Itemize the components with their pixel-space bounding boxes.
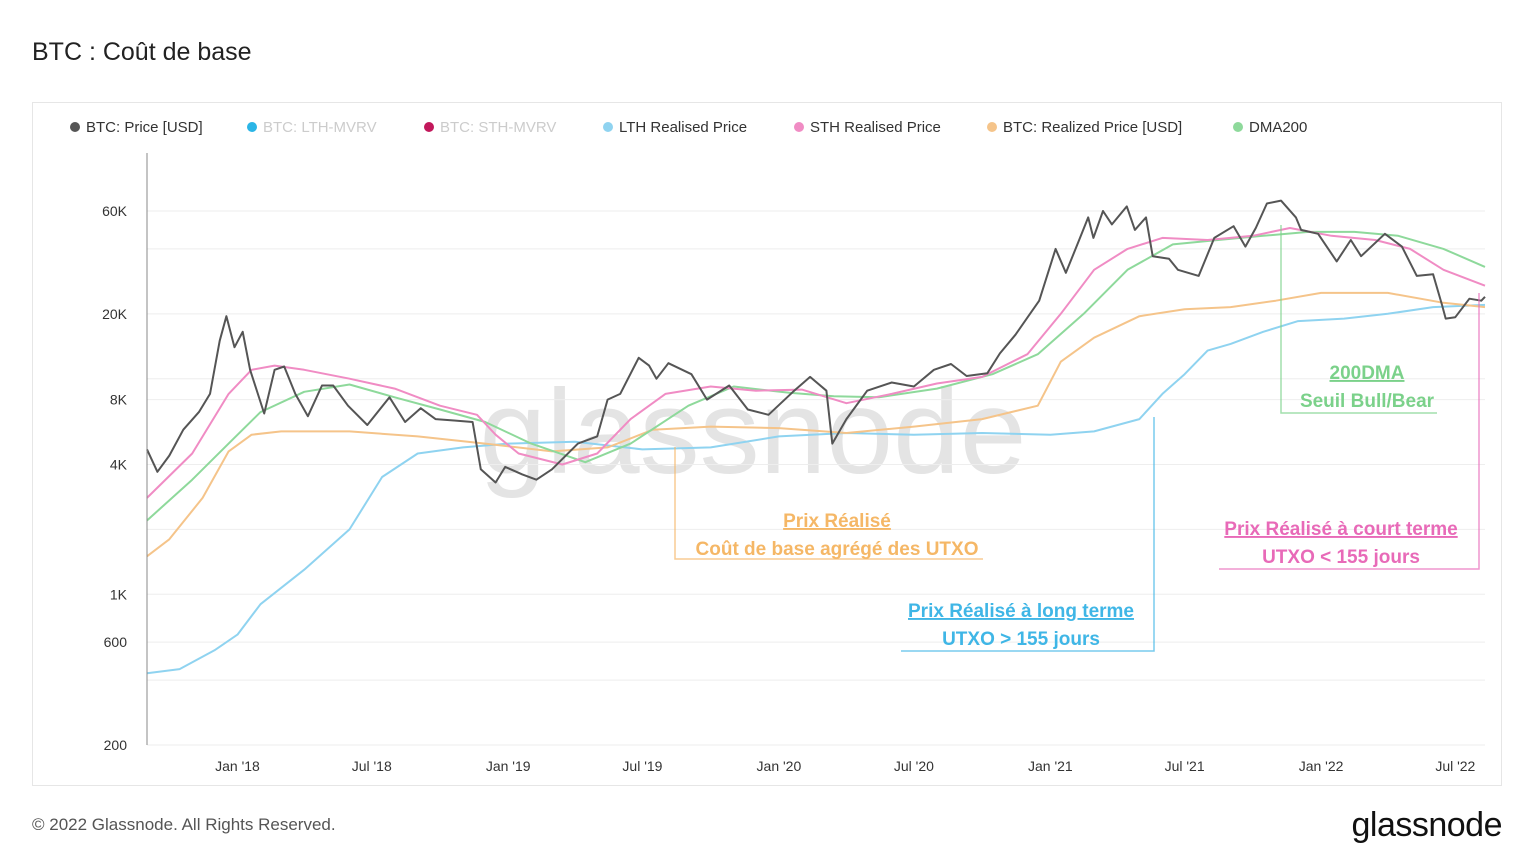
legend-item[interactable]: STH Realised Price (810, 119, 941, 136)
annotation-subtitle: Seuil Bull/Bear (1300, 391, 1435, 412)
annotation-bracket (901, 417, 1155, 652)
chart-frame: glassnode Prix Réalisé Coût de base agrég… (32, 102, 1502, 786)
x-tick-label: Jul '21 (1165, 758, 1205, 774)
y-tick-label: 20K (102, 306, 128, 322)
annotation-title: Prix Réalisé à long terme (908, 601, 1134, 622)
series-line-sth-realised-price[interactable] (146, 227, 1486, 499)
legend-item[interactable]: BTC: LTH-MVRV (263, 119, 377, 136)
y-tick-label: 60K (102, 203, 128, 219)
legend-dot (70, 122, 80, 132)
legend-item[interactable]: BTC: STH-MVRV (440, 119, 556, 136)
series-line-btc-realized-price-usd[interactable] (146, 291, 1486, 558)
glassnode-logo: glassnode (1351, 806, 1502, 844)
legend-dot (794, 122, 804, 132)
series-line-btc-price-usd[interactable] (146, 199, 1486, 484)
legend-dot (247, 122, 257, 132)
annotation-bracket (674, 447, 983, 560)
series-line-dma200[interactable] (146, 230, 1486, 522)
y-tick-label: 4K (110, 457, 128, 473)
x-tick-label: Jul '22 (1435, 758, 1475, 774)
x-tick-label: Jul '20 (894, 758, 934, 774)
copyright-text: © 2022 Glassnode. All Rights Reserved. (32, 815, 336, 834)
legend-dot (987, 122, 997, 132)
y-tick-label: 200 (104, 737, 128, 753)
annotation-title: Prix Réalisé (783, 511, 891, 532)
legend-dot (1233, 122, 1243, 132)
annotation-title: 200DMA (1330, 363, 1405, 384)
x-tick-label: Jan '18 (215, 758, 260, 774)
annotation-bracket (1219, 293, 1480, 570)
x-tick-label: Jan '20 (757, 758, 802, 774)
x-tick-label: Jan '22 (1299, 758, 1344, 774)
annotation-title: Prix Réalisé à court terme (1224, 519, 1457, 540)
y-tick-label: 600 (104, 634, 128, 650)
y-tick-label: 8K (110, 392, 128, 408)
x-tick-label: Jan '19 (486, 758, 531, 774)
annotation-bracket (1280, 225, 1437, 414)
legend-dot (424, 122, 434, 132)
legend-dot (603, 122, 613, 132)
x-tick-label: Jan '21 (1028, 758, 1073, 774)
legend-item[interactable]: BTC: Realized Price [USD] (1003, 119, 1182, 136)
x-tick-label: Jul '19 (622, 758, 662, 774)
page-title: BTC : Coût de base (32, 38, 252, 66)
annotation-subtitle: UTXO > 155 jours (942, 629, 1100, 650)
chart-svg[interactable]: glassnode Prix Réalisé Coût de base agrég… (33, 103, 1503, 787)
legend-item[interactable]: DMA200 (1249, 119, 1307, 136)
legend-item[interactable]: LTH Realised Price (619, 119, 747, 136)
legend-item[interactable]: BTC: Price [USD] (86, 119, 203, 136)
watermark-text: glassnode (479, 365, 1026, 499)
annotation-subtitle: Coût de base agrégé des UTXO (696, 539, 979, 560)
annotation-subtitle: UTXO < 155 jours (1262, 547, 1420, 568)
x-tick-label: Jul '18 (352, 758, 392, 774)
y-tick-label: 1K (110, 586, 128, 602)
